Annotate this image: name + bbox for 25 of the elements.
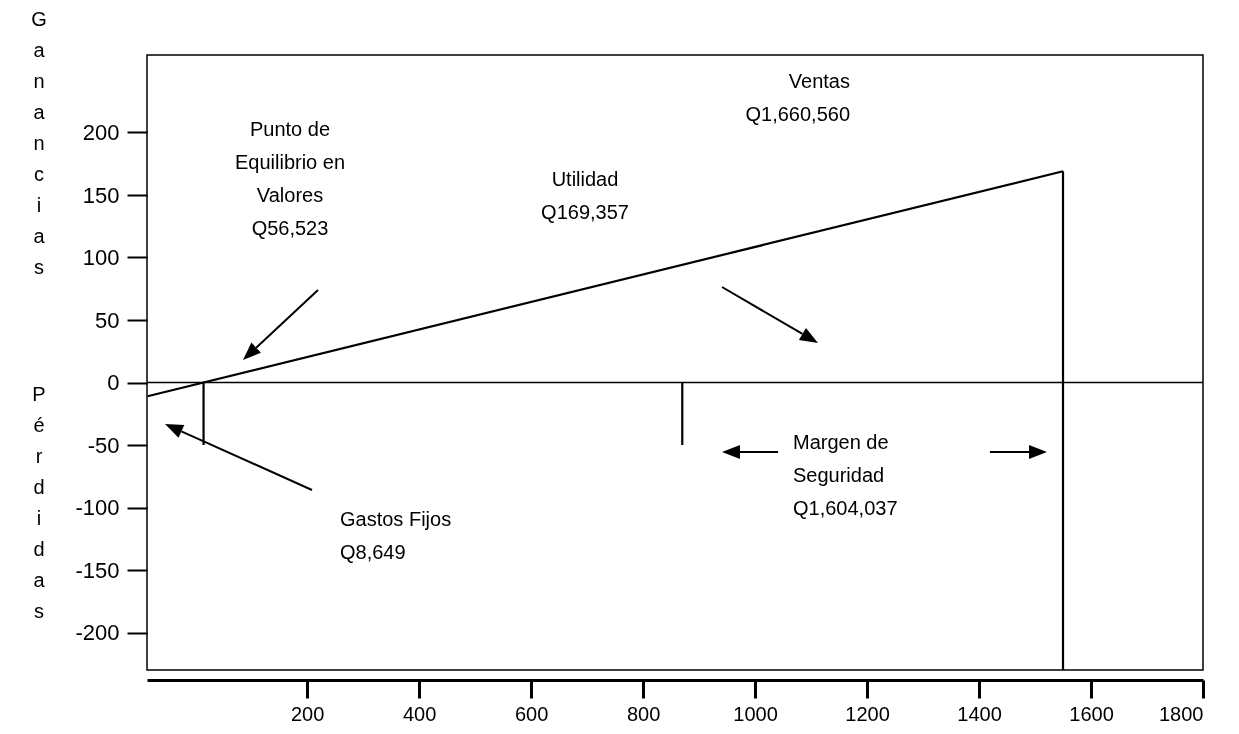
y-tick-label: 0 bbox=[107, 370, 120, 395]
y-tick-label: 200 bbox=[82, 120, 120, 145]
y-tick-label: -200 bbox=[75, 620, 120, 645]
x-tick-label: 1000 bbox=[733, 702, 778, 725]
y-tick-label: 150 bbox=[82, 182, 120, 208]
x-tick-label: 600 bbox=[514, 702, 549, 725]
x-tick-label: 1200 bbox=[845, 702, 890, 725]
y-tick-label: -150 bbox=[75, 557, 120, 583]
annotation: Utilidad Q169,357 bbox=[541, 168, 629, 223]
annotation: Margen de Seguridad Q1,604,037 bbox=[793, 431, 898, 519]
text: Pérdidas bbox=[32, 383, 46, 622]
y-tick-label: -100 bbox=[75, 495, 120, 520]
annotation: Punto de Equilibrio en Valores Q56,523 bbox=[234, 118, 346, 239]
x-tick-label: 200 bbox=[290, 702, 325, 725]
y-tick-label: 50 bbox=[95, 307, 120, 333]
x-tick-label: 1600 bbox=[1069, 702, 1114, 725]
x-tick-label: 800 bbox=[626, 702, 661, 725]
y-tick-label: -50 bbox=[87, 432, 120, 458]
annotation: Gastos Fijos Q8,649 bbox=[340, 508, 452, 563]
y-tick-label: 100 bbox=[82, 245, 120, 270]
text: Ganancias bbox=[31, 8, 47, 278]
x-tick-label: 400 bbox=[402, 702, 437, 725]
x-tick-label: 1400 bbox=[957, 702, 1002, 725]
annotation: Ventas Q1,660,560 bbox=[745, 70, 850, 125]
x-tick-label: 1800 bbox=[1159, 702, 1204, 725]
